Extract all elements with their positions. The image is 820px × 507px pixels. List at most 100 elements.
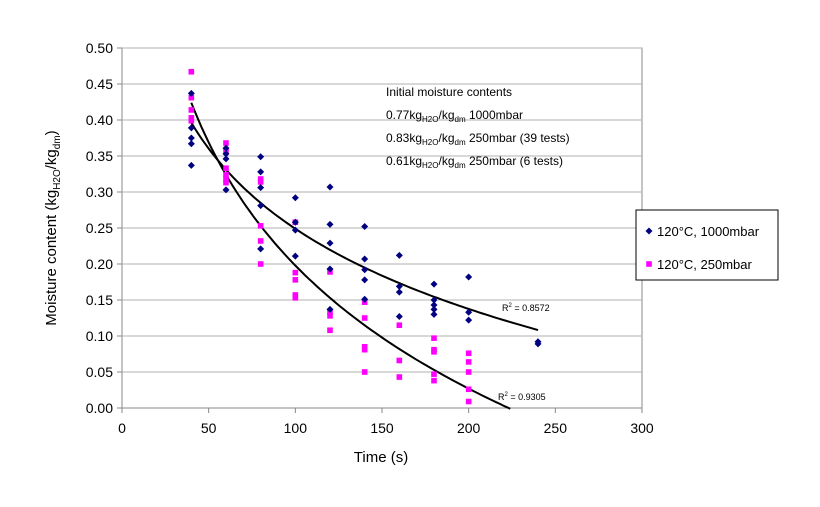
x-tick-label: 250 [544, 420, 568, 436]
data-point-1000mbar [326, 305, 334, 313]
data-point-250mbar [188, 107, 195, 113]
data-point-1000mbar [395, 251, 403, 259]
data-point-1000mbar [465, 273, 473, 281]
y-tick-label: 0.15 [86, 292, 113, 308]
data-point-1000mbar [222, 155, 230, 163]
legend-marker-250mbar [646, 261, 652, 267]
data-point-1000mbar [326, 220, 334, 228]
data-point-1000mbar [361, 295, 369, 303]
data-point-1000mbar [326, 183, 334, 191]
data-point-1000mbar [361, 276, 369, 284]
data-point-1000mbar [534, 340, 542, 348]
data-point-250mbar [257, 179, 264, 185]
data-point-1000mbar [430, 310, 438, 318]
data-point-250mbar [465, 398, 472, 405]
x-axis-label: Time (s) [354, 449, 408, 466]
legend: 120°C, 1000mbar 120°C, 250mbar [635, 209, 779, 281]
data-point-250mbar [361, 346, 368, 353]
data-point-1000mbar [187, 134, 195, 142]
y-tick-label: 0.40 [86, 112, 113, 128]
y-tick-label: 0.45 [86, 76, 113, 92]
y-tick-label: 0.00 [86, 400, 113, 416]
data-point-250mbar [223, 176, 229, 182]
data-point-250mbar [223, 140, 229, 146]
data-point-1000mbar [187, 89, 195, 97]
data-point-250mbar [465, 350, 472, 357]
data-point-250mbar [188, 117, 195, 124]
legend-box [635, 209, 779, 281]
data-point-1000mbar [257, 202, 265, 210]
y-tick-label: 0.30 [86, 184, 113, 200]
data-point-250mbar [431, 371, 437, 377]
data-point-250mbar [327, 327, 333, 334]
data-point-1000mbar [257, 184, 265, 192]
data-point-250mbar [396, 374, 403, 380]
data-point-1000mbar [430, 296, 438, 304]
data-point-1000mbar [430, 280, 438, 288]
x-tick-label: 100 [284, 420, 308, 436]
data-point-250mbar [223, 165, 229, 172]
data-point-250mbar [257, 223, 264, 229]
data-point-1000mbar [222, 186, 230, 194]
data-point-250mbar [292, 277, 299, 283]
data-point-1000mbar [257, 153, 265, 161]
data-point-1000mbar [257, 168, 265, 176]
data-point-1000mbar [291, 226, 299, 234]
y-tick-label: 0.05 [86, 364, 113, 380]
legend-label: 120°C, 250mbar [657, 257, 752, 272]
data-point-1000mbar [187, 140, 195, 148]
data-point-1000mbar [395, 282, 403, 290]
data-point-250mbar [223, 171, 229, 178]
y-tick-label: 0.35 [86, 148, 113, 164]
annotation-title: Initial moisture contents [386, 85, 512, 99]
y-tick-label: 0.20 [86, 256, 113, 272]
x-tick-label: 150 [370, 420, 394, 436]
data-point-1000mbar [361, 223, 369, 231]
data-point-250mbar [257, 176, 264, 182]
data-point-250mbar [431, 349, 437, 355]
data-point-250mbar [465, 386, 472, 393]
y-axis-label: Moisture content (kgH2O/kgdm) [43, 130, 63, 325]
data-point-250mbar [188, 94, 195, 101]
data-point-250mbar [327, 313, 333, 319]
x-tick-label: 300 [630, 420, 654, 436]
data-point-250mbar [465, 369, 472, 375]
data-point-1000mbar [430, 305, 438, 313]
data-point-1000mbar [395, 288, 403, 296]
data-point-250mbar [361, 369, 368, 375]
data-point-250mbar [361, 344, 368, 350]
y-tick-label: 0.50 [86, 40, 113, 56]
data-point-250mbar [431, 335, 437, 341]
data-point-1000mbar [465, 308, 473, 316]
data-point-250mbar [257, 261, 264, 267]
data-point-250mbar [465, 359, 472, 365]
annotation-line: 0.61kgH2O/kgdm 250mbar (6 tests) [386, 154, 563, 170]
trendline-250mbar [190, 102, 511, 410]
data-point-250mbar [292, 292, 299, 298]
data-point-1000mbar [326, 265, 334, 273]
data-point-250mbar [188, 68, 195, 75]
data-point-1000mbar [187, 124, 195, 132]
data-point-1000mbar [326, 239, 334, 247]
data-point-1000mbar [465, 316, 473, 324]
annotation-box: Initial moisture contents 0.77kgH2O/kgdm… [386, 85, 570, 170]
data-point-1000mbar [430, 301, 438, 309]
r2-label: R2 = 0.8572 [502, 303, 550, 313]
data-point-1000mbar [395, 313, 403, 321]
data-point-1000mbar [187, 161, 195, 169]
r2-label: R2 = 0.9305 [498, 392, 546, 402]
data-point-250mbar [431, 377, 437, 384]
y-tick-label: 0.25 [86, 220, 113, 236]
data-point-1000mbar [222, 150, 230, 158]
x-tick-label: 50 [201, 420, 217, 436]
data-point-1000mbar [291, 252, 299, 260]
x-tick-label: 200 [457, 420, 481, 436]
data-point-1000mbar [361, 266, 369, 274]
y-tick-label: 0.10 [86, 328, 113, 344]
annotation-line: 0.83kgH2O/kgdm 250mbar (39 tests) [386, 131, 570, 147]
data-point-1000mbar [291, 194, 299, 202]
annotation-line: 0.77kgH2O/kgdm 1000mbar [386, 108, 523, 124]
data-point-250mbar [396, 322, 403, 328]
data-point-250mbar [292, 269, 299, 276]
